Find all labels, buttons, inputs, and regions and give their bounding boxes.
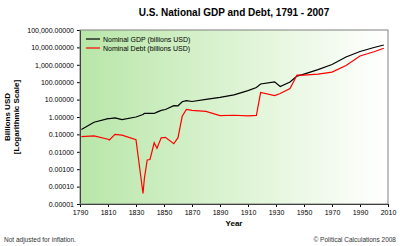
y-tick: 1,000.00000 [35, 62, 80, 69]
legend-swatch [86, 38, 100, 39]
x-tick: 2010 [381, 204, 397, 216]
x-tick: 1870 [185, 204, 201, 216]
y-tick: 100,000.00000 [27, 27, 80, 34]
annotation: © Political Calculations 2008 [314, 236, 397, 243]
x-tick: 1850 [157, 204, 173, 216]
x-axis-title: Year [226, 219, 243, 228]
y-tick-label: 0.00001 [49, 201, 74, 208]
legend-label: Nominal Debt (billions USD) [103, 45, 190, 53]
y-tick: 0.00010 [49, 183, 80, 190]
y-tick-label: 1,000.00000 [35, 62, 74, 69]
x-tick: 1790 [73, 204, 89, 216]
y-tick: 10.00000 [45, 96, 80, 103]
x-tick-label: 1790 [73, 209, 89, 216]
title: U.S. National GDP and Debt, 1791 - 2007 [139, 7, 330, 18]
legend: Nominal GDP (billions USD)Nominal Debt (… [86, 36, 190, 53]
x-tick-label: 1890 [213, 209, 229, 216]
legend-entry: Nominal GDP (billions USD) [86, 36, 190, 44]
x-tick: 1910 [241, 204, 257, 216]
y-tick: 100.00000 [41, 79, 80, 86]
x-tick-label: 1970 [325, 209, 341, 216]
x-tick-label: 1990 [353, 209, 369, 216]
x-axis-line [81, 205, 389, 208]
y-tick-label: 100.00000 [41, 79, 74, 86]
x-axis: 1790 1810 1830 1850 1870 1890 1910 1930 1950 1970… [73, 204, 397, 216]
y-tick: 0.00001 [49, 201, 80, 208]
x-tick-label: 1870 [185, 209, 201, 216]
y-tick-label: 10.00000 [45, 96, 74, 103]
x-tick-label: 1910 [241, 209, 257, 216]
x-tick-label: 1830 [129, 209, 145, 216]
series-line [81, 48, 383, 193]
x-tick: 1970 [325, 204, 341, 216]
plot: 1790 1810 1830 1850 1870 1890 1910 1930 1950 1970… [27, 27, 396, 216]
legend-entry: Nominal Debt (billions USD) [86, 45, 190, 53]
y-tick-label: 10,000.00000 [31, 44, 74, 51]
x-tick: 1950 [297, 204, 313, 216]
y-tick: 10,000.00000 [31, 44, 80, 51]
y-tick-label: 1.00000 [49, 114, 74, 121]
y-axis: 0.00001 0.00010 0.00100 0.01000 0.10000 1.000… [27, 27, 80, 208]
y-axis-title: Billions USD[Logarithmic Scale] [3, 80, 21, 155]
y-tick-label: 0.10000 [49, 131, 74, 138]
x-tick-label: 1950 [297, 209, 313, 216]
x-tick: 1930 [269, 204, 285, 216]
y-tick: 0.10000 [49, 131, 80, 138]
x-tick: 1990 [353, 204, 369, 216]
chart: 1790 1810 1830 1850 1870 1890 1910 1930 1950 1970… [0, 0, 400, 246]
x-tick-label: 1850 [157, 209, 173, 216]
lines [81, 45, 383, 194]
x-tick: 1810 [101, 204, 117, 216]
y-tick-label: 0.00100 [49, 166, 74, 173]
series-line [81, 45, 383, 130]
legend-label: Nominal GDP (billions USD) [103, 36, 190, 44]
y-tick: 1.00000 [49, 114, 80, 121]
x-tick-label: 1930 [269, 209, 285, 216]
x-tick: 1830 [129, 204, 145, 216]
x-tick-label: 2010 [381, 209, 397, 216]
y-tick-label: 0.00010 [49, 183, 74, 190]
legend-swatch [86, 47, 100, 48]
y-tick: 0.00100 [49, 166, 80, 173]
y-tick: 0.01000 [49, 149, 80, 156]
plot-frame [80, 30, 388, 204]
x-tick-label: 1810 [101, 209, 117, 216]
y-tick-label: 100,000.00000 [27, 27, 74, 34]
y-tick-label: 0.01000 [49, 149, 74, 156]
x-tick: 1890 [213, 204, 229, 216]
plot-background [80, 30, 388, 204]
annotation: Not adjusted for inflation. [4, 236, 76, 244]
